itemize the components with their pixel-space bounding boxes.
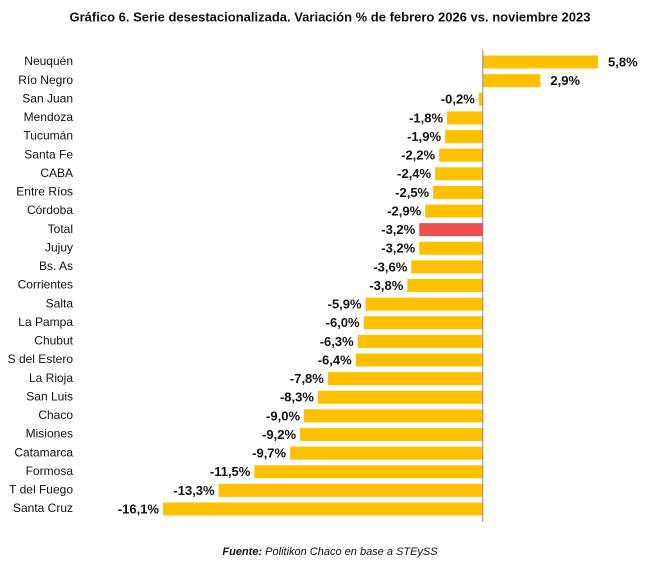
bar — [445, 130, 483, 143]
bar — [478, 92, 483, 106]
value-label: -5,9% — [328, 297, 362, 312]
category-label: La Rioja — [29, 371, 73, 385]
category-label: Misiones — [26, 427, 73, 441]
source-text: Politikon Chaco en base a STEySS — [265, 546, 438, 558]
category-label: Tucumán — [23, 129, 73, 143]
category-label: Santa Cruz — [13, 501, 73, 515]
value-label: -3,6% — [373, 259, 407, 274]
category-label: Total — [48, 222, 73, 236]
value-label: -6,4% — [318, 352, 352, 367]
bar — [317, 390, 483, 404]
value-label: -3,2% — [381, 222, 415, 237]
bar — [327, 372, 483, 386]
value-label: -16,1% — [118, 501, 160, 516]
bar — [435, 167, 483, 181]
category-label: La Pampa — [18, 315, 73, 329]
bar — [304, 409, 483, 423]
category-label: Salta — [46, 296, 74, 310]
category-label: San Juan — [22, 91, 73, 105]
bar — [482, 74, 541, 88]
bar — [419, 223, 483, 237]
category-label: Mendoza — [24, 110, 74, 124]
category-label: Chubut — [34, 334, 73, 348]
category-label: Catamarca — [14, 445, 73, 459]
bar — [290, 446, 483, 460]
bar — [355, 353, 483, 367]
bar — [425, 204, 483, 218]
bar — [300, 428, 483, 441]
category-label: Jujuy — [45, 240, 73, 254]
bar — [407, 279, 483, 292]
category-label: Río Negro — [18, 73, 73, 87]
bar — [419, 241, 483, 255]
bar — [411, 260, 483, 274]
category-label: CABA — [40, 166, 73, 180]
category-label: T del Fuego — [9, 483, 73, 497]
bar — [439, 148, 483, 162]
bar — [365, 297, 483, 311]
category-label: Chaco — [38, 408, 73, 422]
value-label: -0,2% — [441, 92, 475, 107]
category-label: Formosa — [26, 464, 74, 478]
bar — [363, 316, 483, 330]
value-label: -6,0% — [326, 315, 360, 330]
value-label: 2,9% — [550, 73, 580, 88]
value-label: -11,5% — [210, 464, 251, 479]
category-label: Córdoba — [27, 203, 73, 217]
bar — [357, 334, 483, 348]
value-label: -9,7% — [252, 446, 286, 461]
value-label: -1,8% — [409, 110, 443, 125]
value-label: -8,3% — [280, 390, 314, 405]
category-label: Santa Fe — [24, 147, 73, 161]
value-label: -3,8% — [369, 278, 403, 293]
value-label: -6,3% — [320, 334, 354, 349]
category-label: Entre Ríos — [16, 185, 73, 199]
value-label: -13,3% — [173, 483, 215, 498]
value-label: -2,2% — [401, 148, 435, 163]
category-label: Neuquén — [24, 54, 73, 68]
source-note: Fuente: Politikon Chaco en base a STEySS — [222, 546, 438, 558]
category-label: Corrientes — [18, 278, 73, 292]
value-label: -7,8% — [290, 371, 324, 386]
bar — [163, 502, 483, 516]
value-label: -2,9% — [387, 203, 421, 218]
bar — [254, 465, 483, 479]
value-label: -1,9% — [407, 129, 441, 144]
category-label: Bs. As — [39, 259, 73, 273]
bar — [482, 55, 598, 69]
bar — [433, 185, 483, 199]
value-label: -9,0% — [266, 408, 300, 423]
source-label: Fuente: — [222, 546, 262, 558]
chart-title: Gráfico 6. Serie desestacionalizada. Var… — [70, 9, 591, 24]
bar — [447, 111, 483, 125]
category-label: S del Estero — [8, 352, 74, 366]
bar — [218, 483, 483, 497]
category-label: San Luis — [26, 389, 73, 403]
value-label: -3,2% — [381, 241, 415, 256]
value-label: 5,8% — [608, 54, 638, 69]
value-label: -9,2% — [262, 427, 296, 442]
value-label: -2,5% — [395, 185, 429, 200]
value-label: -2,4% — [397, 166, 431, 181]
